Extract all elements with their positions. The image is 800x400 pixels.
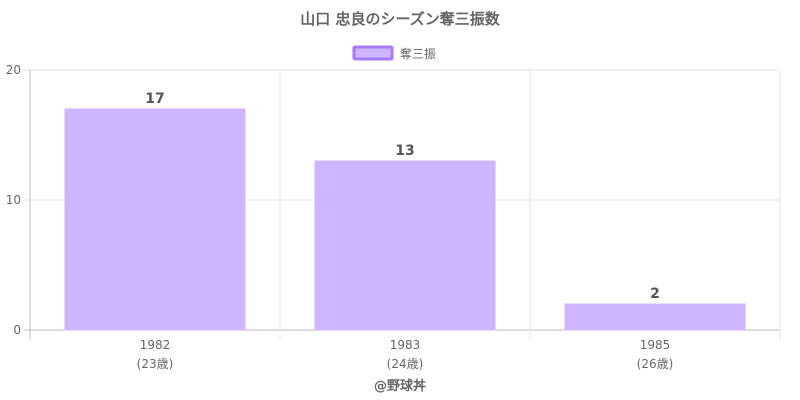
- x-tick-label: 1983: [390, 338, 421, 352]
- y-axis: 0 10 20: [6, 63, 21, 337]
- footer-credit: @野球丼: [374, 378, 426, 394]
- x-tick-sublabel: (23歳): [137, 357, 174, 371]
- bar: [564, 303, 746, 331]
- y-tick-label: 0: [13, 323, 21, 337]
- legend-label: 奪三振: [400, 46, 436, 61]
- legend[interactable]: 奪三振: [352, 45, 436, 61]
- bars: 17 13 2: [64, 91, 746, 331]
- chart-title: 山口 忠良のシーズン奪三振数: [300, 10, 500, 28]
- bar: [64, 108, 246, 331]
- y-tick-label: 10: [6, 193, 21, 207]
- legend-swatch: [352, 45, 394, 61]
- data-label: 17: [145, 91, 164, 107]
- y-tick-label: 20: [6, 63, 21, 77]
- x-tick-sublabel: (26歳): [637, 357, 674, 371]
- x-tick-label: 1982: [140, 338, 171, 352]
- x-tick-sublabel: (24歳): [387, 357, 424, 371]
- data-label: 13: [395, 143, 414, 159]
- data-label: 2: [650, 286, 660, 302]
- bar: [314, 160, 496, 331]
- x-axis: 1982 (23歳) 1983 (24歳) 1985 (26歳): [137, 338, 674, 371]
- x-tick-label: 1985: [640, 338, 671, 352]
